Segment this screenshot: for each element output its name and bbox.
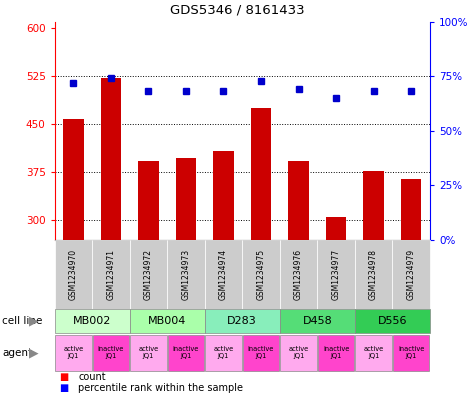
Text: active
JQ1: active JQ1 xyxy=(213,346,234,359)
Bar xyxy=(363,171,384,240)
Text: GSM1234976: GSM1234976 xyxy=(294,248,303,300)
Text: D458: D458 xyxy=(303,316,332,326)
Text: active
JQ1: active JQ1 xyxy=(138,346,159,359)
Text: MB004: MB004 xyxy=(148,316,186,326)
Text: percentile rank within the sample: percentile rank within the sample xyxy=(78,383,243,393)
Text: agent: agent xyxy=(2,348,32,358)
Text: GSM1234978: GSM1234978 xyxy=(369,249,378,299)
Text: ▶: ▶ xyxy=(29,315,38,328)
Text: GSM1234973: GSM1234973 xyxy=(181,248,190,300)
Text: ■: ■ xyxy=(59,383,68,393)
Bar xyxy=(213,151,234,240)
Text: GSM1234971: GSM1234971 xyxy=(106,249,115,299)
Text: inactive
JQ1: inactive JQ1 xyxy=(173,346,199,359)
Text: D556: D556 xyxy=(378,316,407,326)
Text: inactive
JQ1: inactive JQ1 xyxy=(248,346,274,359)
Text: GSM1234977: GSM1234977 xyxy=(332,248,341,300)
Text: ■: ■ xyxy=(59,372,68,382)
Text: MB002: MB002 xyxy=(73,316,111,326)
Bar xyxy=(138,161,159,240)
Text: GSM1234979: GSM1234979 xyxy=(407,248,416,300)
Text: active
JQ1: active JQ1 xyxy=(63,346,84,359)
Text: inactive
JQ1: inactive JQ1 xyxy=(398,346,424,359)
Text: cell line: cell line xyxy=(2,316,43,326)
Text: GDS5346 / 8161433: GDS5346 / 8161433 xyxy=(170,3,305,16)
Bar xyxy=(63,119,84,240)
Bar xyxy=(101,78,121,240)
Text: GSM1234972: GSM1234972 xyxy=(144,249,153,299)
Bar xyxy=(176,158,196,240)
Bar xyxy=(251,108,271,240)
Bar xyxy=(288,161,309,240)
Text: GSM1234974: GSM1234974 xyxy=(219,248,228,300)
Text: GSM1234975: GSM1234975 xyxy=(256,248,266,300)
Text: GSM1234970: GSM1234970 xyxy=(69,248,78,300)
Text: inactive
JQ1: inactive JQ1 xyxy=(323,346,349,359)
Text: count: count xyxy=(78,372,106,382)
Text: inactive
JQ1: inactive JQ1 xyxy=(98,346,124,359)
Text: D283: D283 xyxy=(228,316,257,326)
Text: ▶: ▶ xyxy=(29,346,38,359)
Text: active
JQ1: active JQ1 xyxy=(363,346,384,359)
Bar xyxy=(326,217,346,240)
Bar xyxy=(401,179,421,240)
Text: active
JQ1: active JQ1 xyxy=(288,346,309,359)
